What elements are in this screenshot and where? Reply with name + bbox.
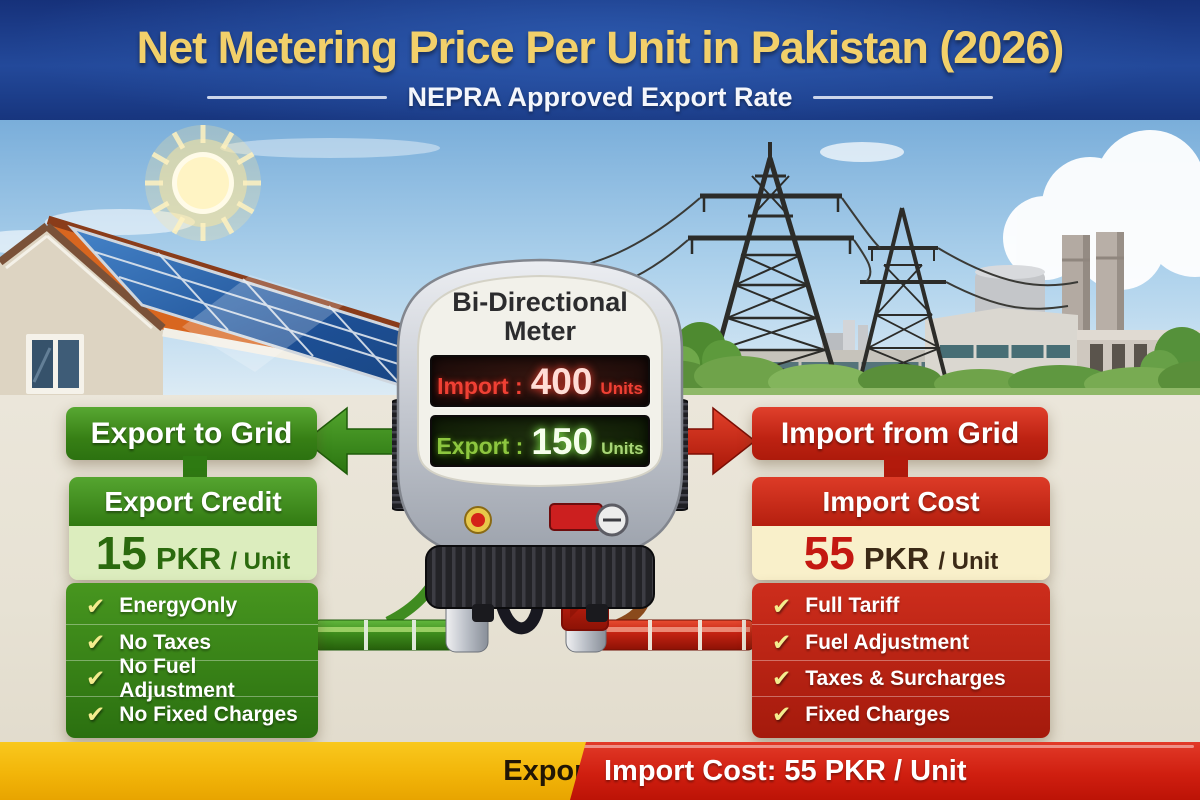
export-feature-row: ✔ No Taxes [66, 624, 318, 660]
import-flow-badge: Import from Grid [752, 407, 1048, 460]
meter-title-line2: Meter [503, 316, 577, 346]
export-feature-label: No Taxes [119, 630, 212, 654]
export-price-card: Export Credit 15 PKR / Unit [69, 477, 317, 580]
export-price-body: 15 PKR / Unit [69, 526, 317, 580]
check-icon: ✔ [86, 629, 106, 655]
export-flow-badge: Export to Grid [66, 407, 317, 460]
transmission-towers [544, 142, 1079, 387]
import-connector [884, 456, 908, 480]
import-display-label: Import : [437, 373, 523, 399]
export-feature-row: ✔ No Fuel Adjustment [66, 655, 318, 702]
import-price-per: / Unit [938, 548, 999, 575]
import-feature-row: ✔ Taxes & Surcharges [752, 660, 1050, 696]
bidirectional-meter: Bi-Directional Meter Import : 400 Units … [392, 256, 688, 666]
export-connector [183, 456, 207, 480]
export-feature-row: ✔ No Fixed Charges [66, 696, 318, 732]
export-feature-row: ✔ EnergyOnly [66, 588, 318, 624]
subtitle-rule-left [207, 96, 388, 99]
footer-import-summary: Import Cost: 55 PKR / Unit [570, 742, 1200, 800]
subtitle-rule-right [812, 96, 993, 99]
check-icon: ✔ [772, 592, 792, 619]
scene-illustration [0, 120, 1200, 396]
import-features-card: ✔ Full Tariff ✔ Fuel Adjustment ✔ Taxes … [752, 583, 1050, 738]
check-icon: ✔ [86, 592, 106, 619]
header-banner: Net Metering Price Per Unit in Pakistan … [0, 0, 1200, 120]
import-feature-label: Full Tariff [805, 594, 900, 617]
import-price-currency: PKR [863, 541, 930, 576]
check-icon: ✔ [772, 629, 792, 655]
meter-indicator-button [549, 503, 603, 531]
export-price-title: Export Credit [69, 477, 317, 526]
import-feature-row: ✔ Fixed Charges [752, 696, 1050, 732]
import-feature-label: Fuel Adjustment [805, 630, 970, 654]
sun [145, 125, 261, 241]
meter-title: Bi-Directional Meter [418, 288, 662, 346]
import-display: Import : 400 Units [430, 355, 650, 407]
export-display: Export : 150 Units [430, 415, 650, 467]
meter-title-line1: Bi-Directional [452, 287, 628, 317]
export-feature-label: No Fixed Charges [119, 702, 298, 726]
import-feature-label: Fixed Charges [805, 702, 950, 726]
meter-base [425, 545, 655, 609]
export-features-card: ✔ EnergyOnly ✔ No Taxes ✔ No Fuel Adjust… [66, 583, 318, 738]
export-price-currency: PKR [155, 541, 222, 576]
page-title: Net Metering Price Per Unit in Pakistan … [136, 22, 1065, 73]
export-feature-label: No Fuel Adjustment [119, 654, 235, 702]
check-icon: ✔ [772, 701, 792, 727]
import-price-card: Import Cost 55 PKR / Unit [752, 477, 1050, 580]
export-display-value: 150 [531, 421, 594, 462]
import-feature-label: Taxes & Surcharges [805, 666, 1006, 690]
page-subtitle: NEPRA Approved Export Rate [407, 82, 793, 112]
footer-bar: Export Credit: 15 PKR / Unit Import Cost… [0, 742, 1200, 800]
check-icon: ✔ [86, 665, 106, 691]
import-flow-label: Import from Grid [780, 416, 1020, 450]
check-icon: ✔ [772, 665, 792, 691]
import-price-title: Import Cost [752, 477, 1050, 526]
import-feature-row: ✔ Fuel Adjustment [752, 624, 1050, 660]
export-flow-label: Export to Grid [90, 416, 293, 450]
export-display-unit: Units [601, 439, 644, 458]
import-price-value: 55 [803, 527, 855, 579]
export-price-per: / Unit [230, 548, 291, 575]
house-window [26, 334, 84, 394]
import-display-unit: Units [600, 379, 643, 398]
import-display-value: 400 [530, 361, 593, 402]
export-price-value: 15 [95, 527, 147, 579]
page-subtitle-row: NEPRA Approved Export Rate [0, 82, 1200, 113]
export-feature-label: EnergyOnly [119, 594, 238, 617]
import-price-body: 55 PKR / Unit [752, 526, 1050, 580]
check-icon: ✔ [86, 701, 106, 727]
export-display-label: Export : [436, 433, 524, 459]
import-feature-row: ✔ Full Tariff [752, 588, 1050, 624]
